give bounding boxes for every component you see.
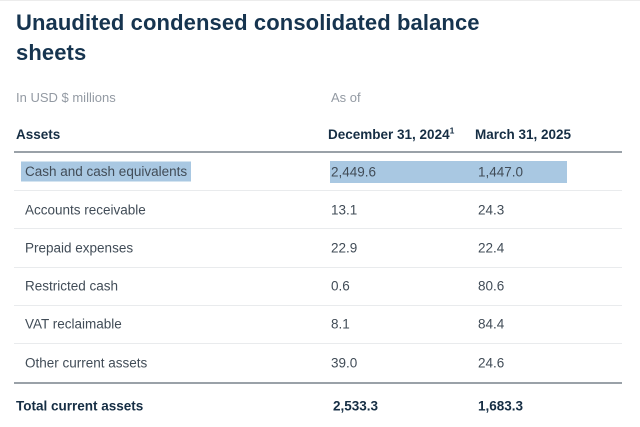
- value-dec-31-2024: 13.1: [331, 202, 358, 218]
- asset-rows: Cash and cash equivalents 2,449.6 1,447.…: [14, 153, 622, 382]
- value-dec-31-2024: 39.0: [331, 355, 358, 371]
- column-header-assets: Assets: [16, 127, 61, 142]
- table-row-vat-reclaimable[interactable]: VAT reclaimable 8.1 84.4: [14, 306, 622, 344]
- value-mar-31-2025: 84.4: [478, 316, 505, 332]
- table-row-restricted-cash[interactable]: Restricted cash 0.6 80.6: [14, 268, 622, 306]
- value-dec-31-2024: 2,449.6: [331, 164, 377, 180]
- footnote-marker: 1: [449, 125, 455, 136]
- value-mar-31-2025: 22.4: [478, 240, 505, 256]
- selection-highlight-bar: [330, 160, 567, 183]
- row-label: VAT reclaimable: [25, 316, 122, 332]
- total-divider: [14, 382, 622, 385]
- total-value-dec-31-2024: 2,533.3: [333, 398, 379, 414]
- currency-unit-label: In USD $ millions: [16, 90, 116, 105]
- table-row-accounts-receivable[interactable]: Accounts receivable 13.1 24.3: [14, 191, 622, 230]
- table-row-cash-and-cash-equivalents[interactable]: Cash and cash equivalents 2,449.6 1,447.…: [14, 153, 622, 192]
- table-row-prepaid-expenses[interactable]: Prepaid expenses 22.9 22.4: [14, 229, 622, 268]
- row-label: Prepaid expenses: [25, 240, 134, 256]
- header-divider: [14, 151, 622, 153]
- table-row-other-current-assets[interactable]: Other current assets 39.0 24.6: [14, 344, 622, 382]
- value-mar-31-2025: 24.6: [478, 355, 505, 371]
- value-mar-31-2025: 24.3: [478, 202, 505, 218]
- value-mar-31-2025: 1,447.0: [478, 164, 524, 180]
- column-header-december-2024: December 31, 20241: [328, 125, 455, 142]
- row-label: Other current assets: [25, 355, 148, 371]
- page-title: Unaudited condensed consolidated balance…: [16, 10, 480, 65]
- as-of-label: As of: [331, 90, 361, 105]
- value-dec-31-2024: 22.9: [331, 240, 358, 256]
- row-label: Cash and cash equivalents: [21, 161, 192, 182]
- value-mar-31-2025: 80.6: [478, 278, 505, 294]
- table-row-total-current-assets: Total current assets 2,533.3 1,683.3: [0, 384, 640, 427]
- value-dec-31-2024: 8.1: [331, 316, 350, 332]
- table-header-row: Assets December 31, 20241 March 31, 2025: [0, 125, 640, 144]
- total-value-mar-31-2025: 1,683.3: [478, 398, 524, 414]
- column-header-december-2024-text: December 31, 2024: [328, 127, 450, 142]
- column-header-march-2025: March 31, 2025: [475, 127, 572, 142]
- table-meta-row: In USD $ millions As of: [0, 90, 640, 106]
- total-row-label: Total current assets: [16, 398, 144, 414]
- value-dec-31-2024: 0.6: [331, 278, 350, 294]
- row-label: Restricted cash: [25, 278, 119, 294]
- row-label: Accounts receivable: [25, 202, 146, 218]
